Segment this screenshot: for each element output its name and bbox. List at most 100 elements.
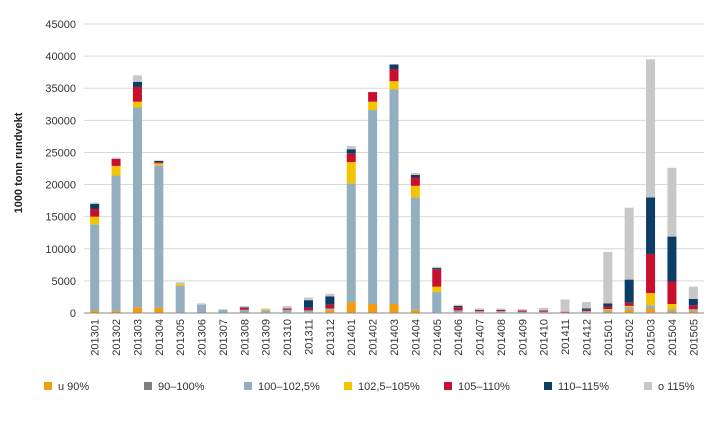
y-tick-label: 30000 bbox=[45, 115, 76, 127]
bar-segment bbox=[603, 309, 613, 312]
legend-label: 110–115% bbox=[558, 381, 609, 393]
legend-swatch bbox=[544, 382, 552, 390]
bar-segment bbox=[261, 309, 271, 311]
bar-segment bbox=[581, 308, 591, 310]
bar-segment bbox=[475, 311, 485, 313]
y-tick-label: 15000 bbox=[45, 212, 76, 224]
bar-segment bbox=[603, 311, 613, 313]
bar-segment bbox=[560, 311, 570, 313]
bar-segment bbox=[303, 300, 313, 308]
bar-segment bbox=[453, 304, 463, 306]
bar-segment bbox=[688, 309, 698, 312]
bar-segment bbox=[197, 303, 207, 305]
bar-segment bbox=[453, 310, 463, 313]
bar-segment bbox=[624, 207, 634, 280]
bar-segment bbox=[688, 305, 698, 310]
bar-segment bbox=[603, 303, 613, 307]
bar-segment bbox=[624, 307, 634, 310]
bar-segment bbox=[475, 309, 485, 312]
x-tick-label: 201304 bbox=[154, 319, 166, 356]
x-tick-label: 201306 bbox=[197, 319, 209, 356]
bar-segment bbox=[303, 297, 313, 301]
x-axis-ticks: 201301 201302 201303 201304 201305 201306 2013… bbox=[90, 319, 701, 356]
bar-segment bbox=[90, 310, 100, 313]
bar-segment bbox=[667, 304, 677, 310]
bar-segment bbox=[282, 308, 292, 310]
bar-segment bbox=[410, 172, 420, 175]
bar-segment bbox=[111, 165, 121, 176]
bar-segment bbox=[368, 92, 378, 102]
legend-label: 105–110% bbox=[458, 381, 510, 393]
bar-segment bbox=[646, 308, 656, 313]
bar-segment bbox=[410, 197, 420, 310]
bar-segment bbox=[667, 167, 677, 237]
bar-segment bbox=[581, 311, 591, 313]
bar-segment bbox=[132, 81, 142, 87]
bar-segment bbox=[239, 309, 249, 313]
bar-segment bbox=[261, 310, 271, 313]
bar-segment bbox=[389, 81, 399, 90]
x-tick-label: 201311 bbox=[303, 319, 315, 355]
legend-swatch bbox=[244, 382, 252, 390]
y-tick-label: 40000 bbox=[45, 51, 76, 63]
bar-segment bbox=[667, 281, 677, 305]
bar-segment bbox=[346, 302, 356, 313]
bar-segment bbox=[646, 59, 656, 198]
legend-swatch bbox=[144, 382, 152, 390]
x-tick-label: 201410 bbox=[539, 319, 551, 356]
bar-segment bbox=[667, 309, 677, 312]
bar-segment bbox=[154, 165, 164, 308]
bar-segment bbox=[517, 311, 527, 313]
bar-segment bbox=[624, 302, 634, 306]
bar-segment bbox=[368, 101, 378, 111]
bar-segment bbox=[175, 286, 185, 313]
x-tick-label: 201504 bbox=[667, 319, 679, 356]
x-tick-label: 201412 bbox=[581, 319, 593, 356]
bar-segment bbox=[175, 284, 185, 287]
x-tick-label: 201310 bbox=[282, 319, 294, 356]
bar-segment bbox=[325, 293, 335, 297]
y-axis-ticks: 0 5000 10000 15000 20000 25000 30000 35000 40000… bbox=[45, 19, 76, 320]
x-tick-label: 201405 bbox=[432, 319, 444, 356]
bar-segment bbox=[517, 310, 527, 312]
bar-segment bbox=[325, 304, 335, 309]
bar-segment bbox=[646, 293, 656, 306]
x-tick-label: 201309 bbox=[261, 319, 273, 356]
y-tick-label: 25000 bbox=[45, 147, 76, 159]
bar-segment bbox=[282, 309, 292, 313]
bar-segment bbox=[90, 202, 100, 204]
bar-segment bbox=[603, 251, 613, 304]
x-tick-label: 201302 bbox=[111, 319, 123, 356]
x-tick-label: 201403 bbox=[389, 319, 401, 356]
bar-segment bbox=[90, 203, 100, 209]
x-tick-label: 201312 bbox=[325, 319, 337, 356]
bar-segment bbox=[581, 309, 591, 312]
bar-segment bbox=[368, 110, 378, 305]
bar-segment bbox=[303, 307, 313, 311]
bar-segment bbox=[432, 269, 442, 287]
bar-segment bbox=[410, 177, 420, 186]
bar-segment bbox=[132, 107, 142, 308]
x-tick-label: 201402 bbox=[368, 319, 380, 356]
bar-segment bbox=[132, 86, 142, 102]
bar-segment bbox=[154, 162, 164, 164]
bar-segment bbox=[346, 183, 356, 303]
x-tick-label: 201401 bbox=[346, 319, 358, 356]
bar-segment bbox=[154, 307, 164, 313]
x-tick-label: 201305 bbox=[175, 319, 187, 356]
x-tick-label: 201408 bbox=[496, 319, 508, 356]
x-tick-label: 201404 bbox=[410, 319, 422, 356]
bar-segment bbox=[132, 75, 142, 82]
bar-segment bbox=[389, 304, 399, 313]
x-tick-label: 201307 bbox=[218, 319, 230, 356]
bar-segment bbox=[325, 308, 335, 310]
legend-label: 100–102,5% bbox=[258, 381, 320, 393]
legend-label: 102,5–105% bbox=[358, 381, 420, 393]
bar-segment bbox=[624, 305, 634, 308]
bar-segment bbox=[496, 308, 506, 310]
bar-segment bbox=[261, 308, 271, 310]
bar-segment bbox=[111, 157, 121, 159]
x-tick-label: 201308 bbox=[239, 319, 251, 356]
bar-segment bbox=[410, 309, 420, 313]
bar-segment bbox=[539, 310, 549, 312]
